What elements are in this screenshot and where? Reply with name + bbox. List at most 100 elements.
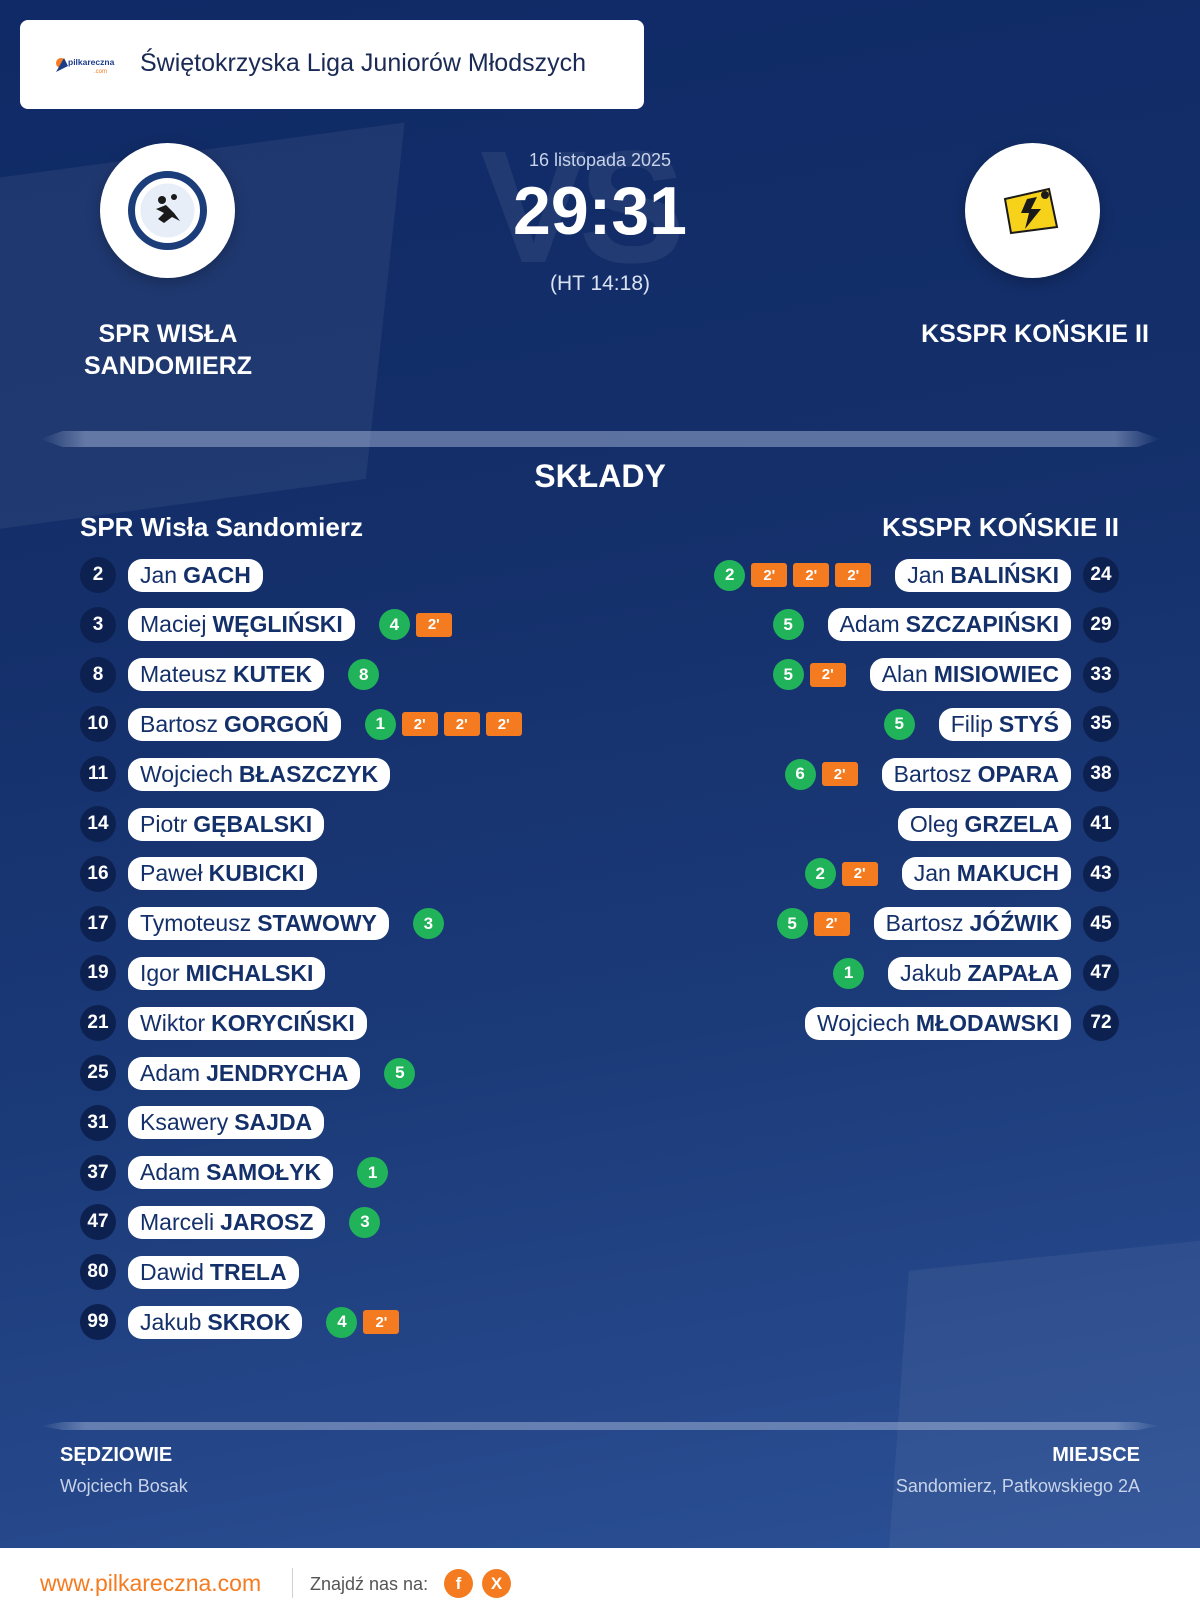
player-name[interactable]: Piotr GĘBALSKI xyxy=(128,807,325,841)
player-name[interactable]: Jakub ZAPAŁA xyxy=(888,956,1071,990)
player-row: 3 Maciej WĘGLIŃSKI 4 2' xyxy=(80,606,452,643)
site-link[interactable]: www.pilkareczna.com xyxy=(40,1570,262,1596)
x-icon[interactable]: X xyxy=(482,1569,511,1598)
player-last-name: MICHALSKI xyxy=(185,959,314,986)
home-team-name-line1: SPR WISŁA xyxy=(98,320,238,348)
player-last-name: BALIŃSKI xyxy=(950,561,1059,588)
player-number: 43 xyxy=(1083,855,1119,892)
player-last-name: KUBICKI xyxy=(208,860,305,887)
player-first-name: Adam xyxy=(140,1059,201,1086)
player-name[interactable]: Wojciech MŁODAWSKI xyxy=(805,1006,1071,1040)
player-name[interactable]: Filip STYŚ xyxy=(938,707,1071,741)
player-stats: 3 xyxy=(412,908,444,940)
home-team-name-line2: SANDOMIERZ xyxy=(83,352,253,380)
player-last-name: WĘGLIŃSKI xyxy=(212,611,343,638)
home-team-name: SPR WISŁA SANDOMIERZ xyxy=(68,318,268,382)
player-number: 37 xyxy=(80,1154,116,1191)
final-score: 29:31 xyxy=(513,173,687,249)
divider xyxy=(40,431,1160,447)
player-number: 17 xyxy=(80,905,116,942)
player-number: 38 xyxy=(1083,756,1119,793)
player-last-name: JÓŹWIK xyxy=(969,910,1059,937)
player-stats: 3 xyxy=(349,1206,381,1238)
penalty-badge: 2' xyxy=(841,861,878,886)
player-name[interactable]: Ksawery SAJDA xyxy=(128,1106,325,1140)
penalty-badge: 2' xyxy=(835,563,872,587)
player-name[interactable]: Jakub SKROK xyxy=(128,1305,303,1339)
player-name[interactable]: Jan MAKUCH xyxy=(901,857,1071,891)
player-name[interactable]: Bartosz JÓŹWIK xyxy=(873,907,1071,941)
player-number: 99 xyxy=(80,1304,116,1340)
footer-separator xyxy=(292,1568,293,1598)
penalty-badge: 2' xyxy=(443,712,480,737)
player-name[interactable]: Jan GACH xyxy=(128,558,263,592)
brand-logo[interactable]: pilkareczna .com xyxy=(52,50,118,78)
penalty-badge: 2' xyxy=(809,662,846,687)
player-stats: 5 2' xyxy=(776,908,850,940)
player-number: 33 xyxy=(1083,656,1119,693)
player-number: 14 xyxy=(80,806,116,842)
player-name[interactable]: Marceli JAROSZ xyxy=(128,1205,326,1239)
player-name[interactable]: Oleg GRZELA xyxy=(897,807,1071,841)
penalty-badge: 2' xyxy=(363,1310,400,1334)
player-last-name: STYŚ xyxy=(998,710,1059,737)
player-first-name: Maciej xyxy=(140,611,207,638)
referees-value: Wojciech Bosak xyxy=(60,1476,188,1496)
player-number: 10 xyxy=(80,706,116,743)
match-card: pilkareczna .com Świętokrzyska Liga Juni… xyxy=(0,0,1200,1548)
player-first-name: Oleg xyxy=(909,810,959,837)
player-last-name: KORYCIŃSKI xyxy=(211,1009,355,1036)
player-row: 5 2' Alan MISIOWIEC 33 xyxy=(772,656,1119,693)
away-team-logo[interactable] xyxy=(965,143,1100,278)
player-name[interactable]: Bartosz GORGOŃ xyxy=(128,707,341,741)
referees-label: SĘDZIOWIE xyxy=(60,1444,173,1466)
player-name[interactable]: Adam JENDRYCHA xyxy=(128,1056,361,1090)
section-title: SKŁADY xyxy=(534,458,666,494)
player-name[interactable]: Tymoteusz STAWOWY xyxy=(128,907,389,941)
player-row: 99 Jakub SKROK 4 2' xyxy=(80,1304,400,1340)
facebook-icon[interactable]: f xyxy=(444,1569,473,1598)
player-name[interactable]: Wiktor KORYCIŃSKI xyxy=(128,1006,367,1040)
player-row: 47 Marceli JAROSZ 3 xyxy=(80,1204,381,1241)
player-name[interactable]: Maciej WĘGLIŃSKI xyxy=(128,608,355,642)
player-name[interactable]: Paweł KUBICKI xyxy=(128,857,317,891)
player-name[interactable]: Dawid TRELA xyxy=(128,1255,299,1289)
player-row: 5 Adam SZCZAPIŃSKI 29 xyxy=(772,606,1119,643)
goals-badge: 3 xyxy=(412,908,444,940)
player-first-name: Dawid xyxy=(140,1258,204,1285)
player-row: Wojciech MŁODAWSKI 72 xyxy=(805,1005,1119,1042)
goals-badge: 6 xyxy=(784,758,816,790)
player-name[interactable]: Wojciech BŁASZCZYK xyxy=(128,757,391,791)
player-row: 14 Piotr GĘBALSKI xyxy=(80,806,325,842)
player-name[interactable]: Adam SZCZAPIŃSKI xyxy=(827,608,1071,642)
player-stats: 5 xyxy=(384,1057,416,1089)
goals-badge: 8 xyxy=(348,659,380,691)
goals-badge: 3 xyxy=(349,1206,381,1238)
player-name[interactable]: Alan MISIOWIEC xyxy=(869,658,1071,692)
player-number: 41 xyxy=(1083,806,1119,842)
player-name[interactable]: Jan BALIŃSKI xyxy=(895,558,1071,592)
brand-logo-text: pilkareczna xyxy=(68,57,115,67)
player-name[interactable]: Igor MICHALSKI xyxy=(128,956,326,990)
player-name[interactable]: Bartosz OPARA xyxy=(881,757,1071,791)
player-name[interactable]: Adam SAMOŁYK xyxy=(128,1156,334,1190)
player-number: 25 xyxy=(80,1055,116,1091)
player-last-name: GĘBALSKI xyxy=(193,810,313,837)
player-number: 31 xyxy=(80,1104,116,1141)
player-name[interactable]: Mateusz KUTEK xyxy=(128,658,325,692)
goals-badge: 2 xyxy=(714,559,746,591)
player-first-name: Jan xyxy=(907,561,945,588)
player-last-name: SAJDA xyxy=(234,1109,313,1136)
player-last-name: BŁASZCZYK xyxy=(238,760,379,787)
home-team-logo[interactable] xyxy=(100,143,235,278)
penalty-badge: 2' xyxy=(821,762,858,787)
goals-badge: 5 xyxy=(772,609,804,641)
player-number: 8 xyxy=(80,656,116,693)
player-number: 21 xyxy=(80,1005,116,1042)
player-row: 19 Igor MICHALSKI xyxy=(80,955,326,992)
player-row: 1 Jakub ZAPAŁA 47 xyxy=(833,955,1119,992)
player-last-name: TRELA xyxy=(209,1258,287,1285)
player-number: 47 xyxy=(1083,955,1119,992)
find-us-label: Znajdź nas na: xyxy=(310,1574,429,1594)
brand-logo-sub: .com xyxy=(94,69,107,75)
